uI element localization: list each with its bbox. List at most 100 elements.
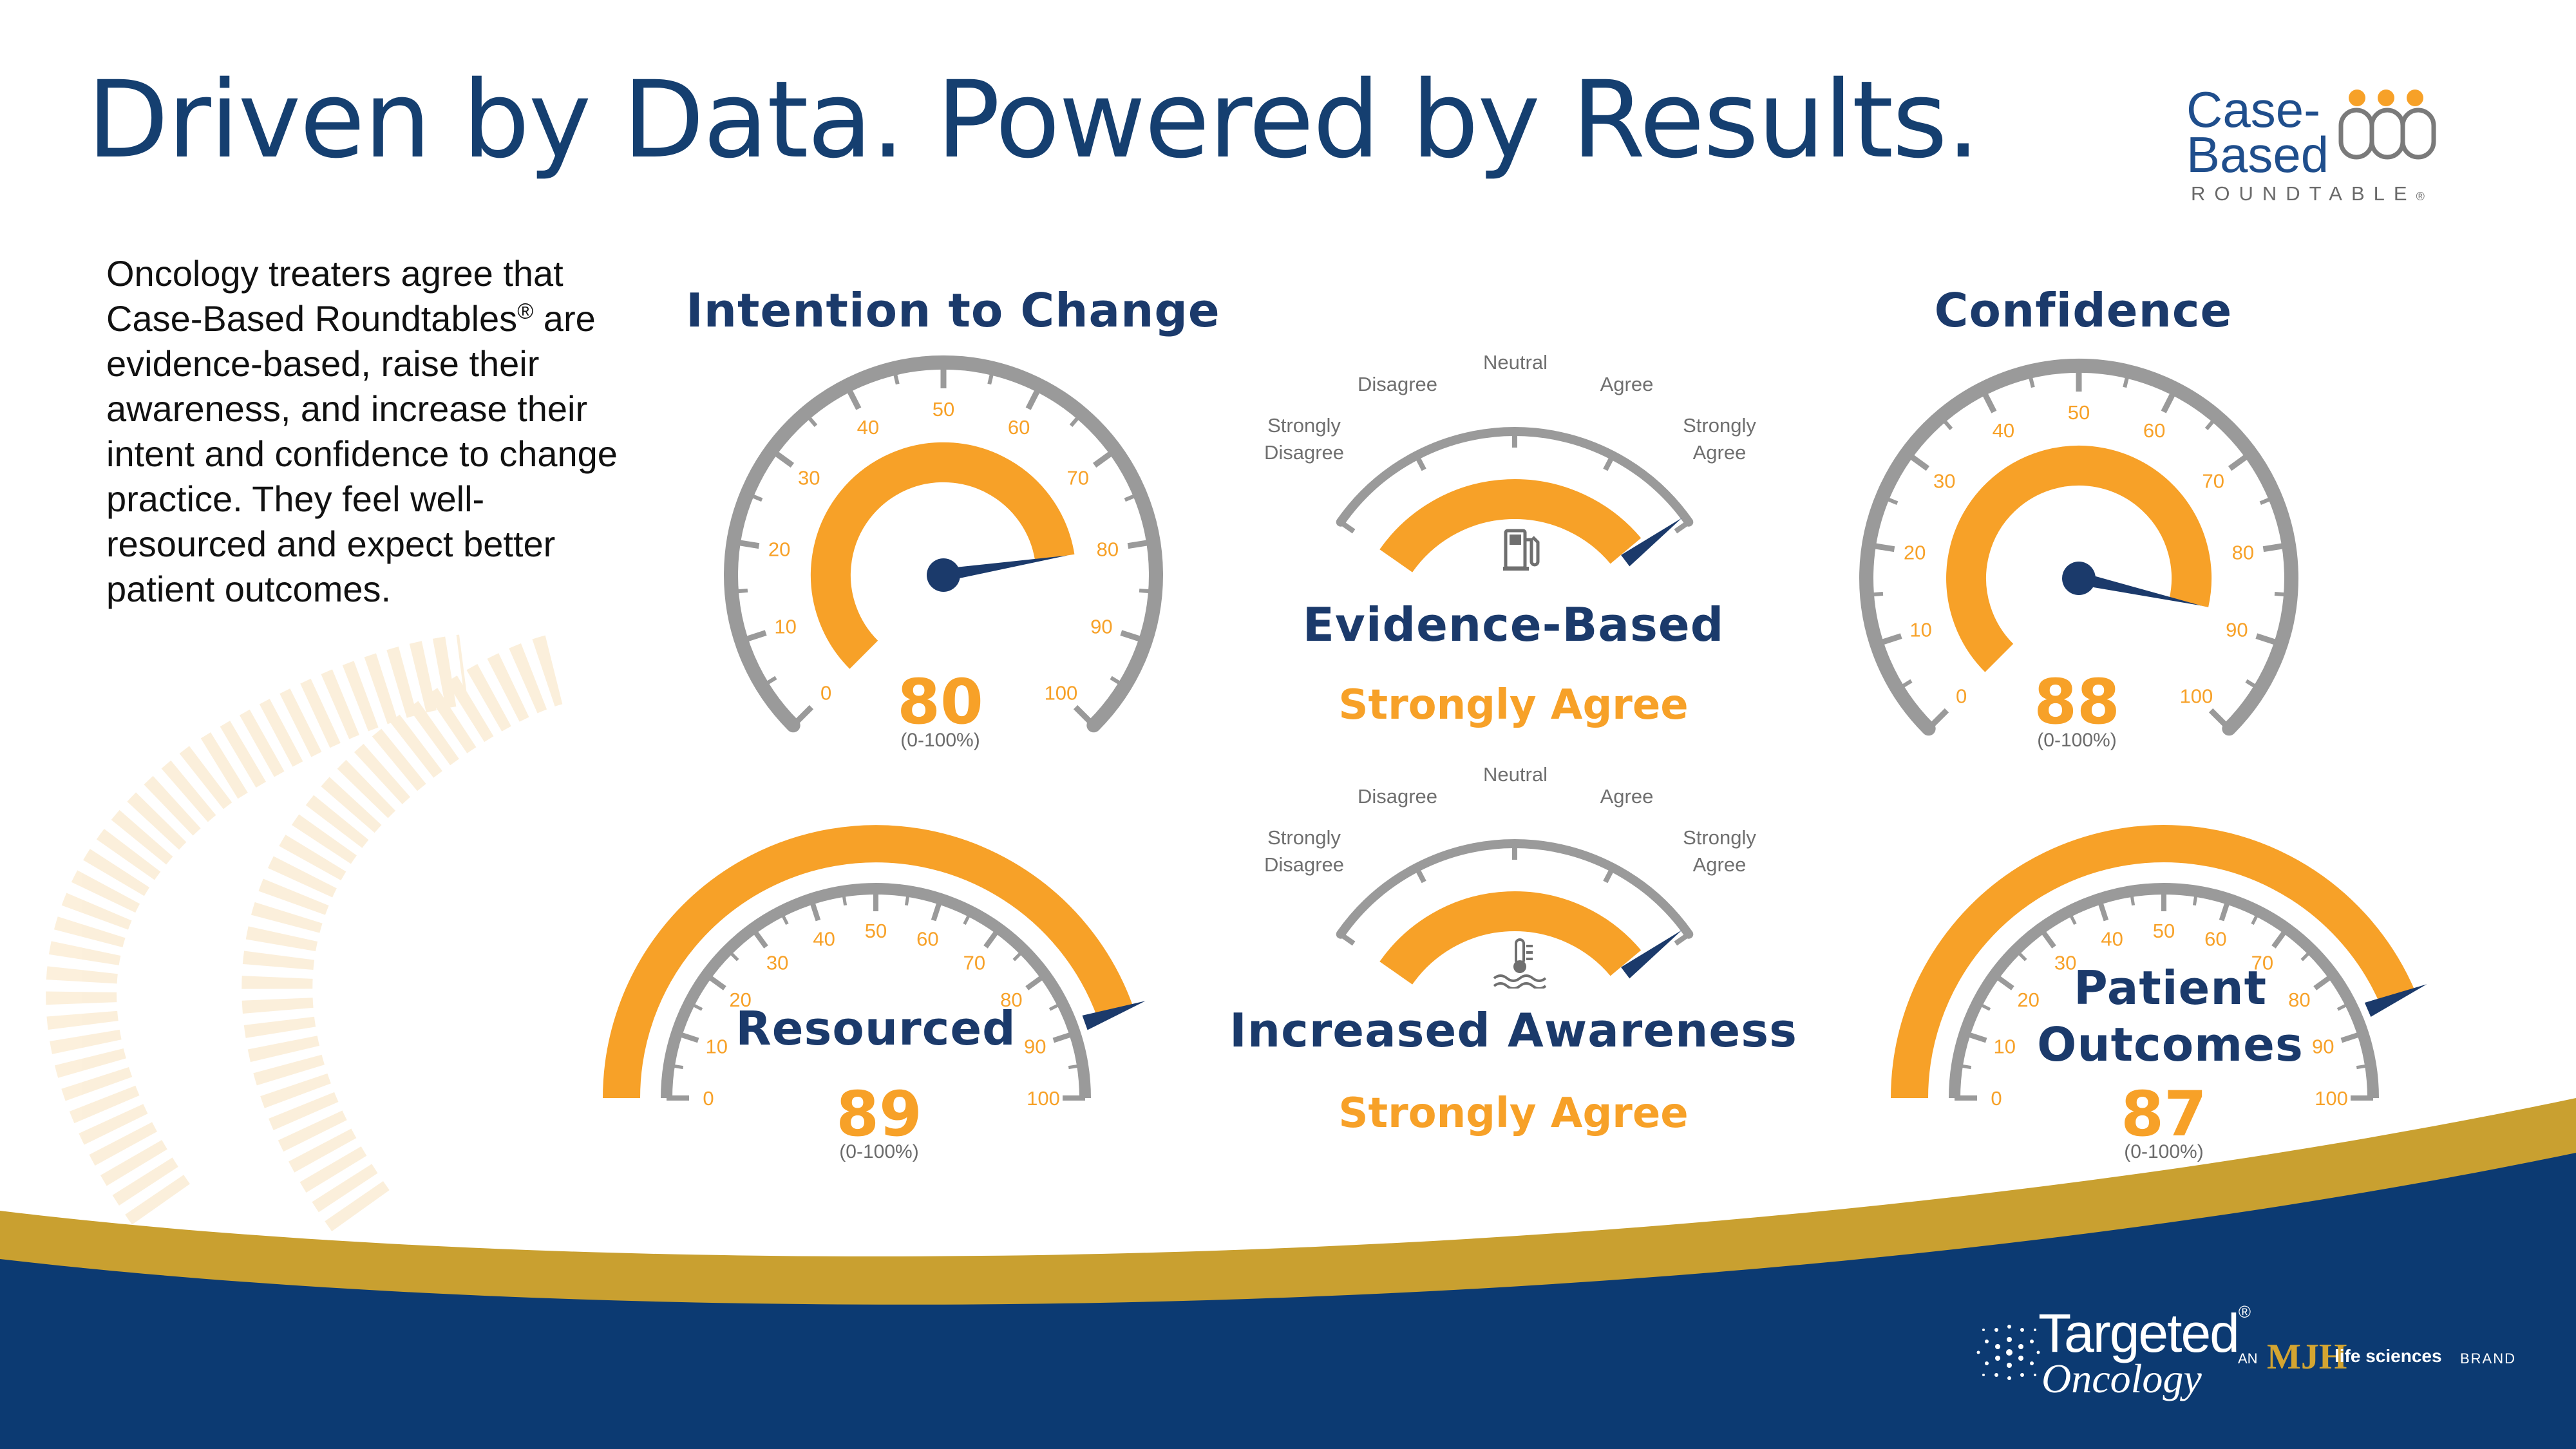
resourced-tick-label: 20 [729, 989, 751, 1011]
confidence-tick-mark [1881, 495, 1899, 506]
increased-awareness-title: Increased Awareness [1229, 1003, 1797, 1057]
intention-tick-label: 90 [1090, 616, 1112, 638]
confidence-tick-mark [2228, 451, 2253, 471]
intention-tick-mark [1025, 384, 1043, 410]
resourced-tick-mark [983, 927, 1001, 949]
evidence-based-result: Strongly Agree [1338, 681, 1689, 729]
intention-tick-label: 20 [768, 538, 790, 561]
resourced-tick-label: 100 [1027, 1087, 1060, 1110]
thermometer-icon [1493, 938, 1547, 989]
awareness-label-neutral: Neutral [1483, 763, 1548, 786]
confidence-tick-mark [2204, 415, 2219, 431]
targeted-oncology-burst-icon [1976, 1325, 2040, 1380]
outcomes-needle [2364, 984, 2427, 1017]
resourced-value: 89 [836, 1078, 922, 1150]
registered-mark: ® [517, 299, 534, 324]
resourced-tick-label: 40 [813, 928, 835, 951]
outcomes-tick-mark [2300, 949, 2313, 961]
awareness-scale-tick [1414, 866, 1426, 884]
confidence-tick-mark [1897, 679, 1913, 691]
intention-tick-mark [1124, 491, 1141, 502]
confidence-tick-mark [1866, 591, 1884, 597]
outcomes-tick-mark [2067, 911, 2077, 925]
intention-tick-label: 30 [798, 466, 820, 489]
outcomes-tick-mark [2192, 891, 2199, 906]
intention-gauge-title: Intention to Change [686, 283, 1220, 337]
intention-tick-mark [1069, 412, 1083, 428]
confidence-tick-label: 30 [1933, 469, 1955, 492]
confidence-tick-mark [2027, 371, 2035, 388]
awareness-label-strongly-disagree: Strongly Disagree [1264, 826, 1345, 876]
confidence-tick-label: 60 [2143, 419, 2165, 442]
intention-tick-mark [791, 705, 814, 728]
confidence-tick-mark [1939, 415, 1953, 431]
intention-tick-mark [987, 368, 995, 385]
confidence-value-arc [1946, 446, 2211, 672]
evidence-needle [1621, 518, 1682, 567]
intention-tick-mark [1073, 705, 1096, 728]
confidence-tick-mark [2208, 708, 2231, 731]
confidence-tick-mark [2262, 542, 2289, 553]
resourced-gauge-title: Resourced [735, 1001, 1016, 1056]
resourced-tick-mark [705, 972, 726, 990]
confidence-tick-label: 90 [2226, 619, 2248, 641]
outcomes-title-line-1: Patient [2073, 961, 2268, 1015]
awareness-label-agree: Agree [1600, 785, 1654, 808]
intention-tick-label: 70 [1066, 466, 1088, 489]
resourced-tick-mark [963, 911, 972, 925]
evidence-label-agree: Agree [1600, 373, 1654, 395]
brand-line-1: Targeted [2038, 1303, 2240, 1363]
confidence-tick-mark [1926, 708, 1949, 731]
awareness-scale-tick [1674, 932, 1690, 946]
confidence-tick-mark [2245, 679, 2261, 691]
outcomes-tick-label: 50 [2153, 920, 2175, 942]
resourced-tick-mark [841, 891, 848, 906]
brand-line-2: Oncology [2041, 1356, 2202, 1401]
evidence-scale-tick [1339, 520, 1356, 534]
resourced-tick-mark [1025, 972, 1047, 990]
confidence-tick-mark [2274, 591, 2291, 597]
resourced-needle [1082, 1001, 1146, 1030]
fuel-pump-icon [1503, 529, 1540, 571]
evidence-scale-tick [1674, 520, 1690, 534]
evidence-label-strongly-agree: Strongly Agree [1683, 414, 1756, 464]
confidence-tick-label: 20 [1904, 542, 1926, 564]
outcomes-tick-mark [2096, 898, 2109, 922]
resourced-tick-mark [668, 1063, 684, 1070]
intro-text-part-2: are evidence-based, raise their awarenes… [106, 298, 618, 609]
outcomes-tick-mark [2219, 898, 2231, 922]
resourced-tick-mark [1048, 1001, 1063, 1011]
intention-tick-mark [746, 491, 763, 502]
awareness-scale-tick [1603, 866, 1615, 884]
resourced-tick-label: 0 [703, 1087, 714, 1110]
evidence-scale-tick [1414, 454, 1426, 471]
intention-tick-label: 10 [774, 616, 796, 638]
evidence-label-neutral: Neutral [1483, 351, 1548, 374]
outcomes-range: (0-100%) [2124, 1141, 2204, 1162]
confidence-gauge-title: Confidence [1934, 283, 2233, 337]
outcomes-tick-label: 80 [2288, 989, 2310, 1011]
resourced-tick-label: 80 [1000, 989, 1022, 1011]
footer-blue-band [0, 1153, 2576, 1449]
confidence-tick-label: 50 [2068, 401, 2090, 424]
confidence-tick-mark [1905, 451, 1930, 471]
outcomes-tick-label: 30 [2054, 952, 2076, 974]
logo-line-1: Case- [2186, 81, 2321, 138]
intention-tick-label: 100 [1045, 681, 1078, 704]
logo-line-3: ROUNDTABLE [2191, 182, 2416, 205]
intention-tick-mark [731, 588, 748, 594]
outcomes-tick-mark [1993, 972, 2014, 990]
brand-brand: BRAND [2460, 1350, 2517, 1367]
resourced-tick-mark [931, 898, 943, 922]
evidence-based-title: Evidence-Based [1302, 598, 1725, 652]
resourced-tick-mark [750, 927, 768, 949]
intention-tick-label: 0 [820, 681, 831, 704]
brand-an: AN [2238, 1350, 2258, 1367]
confidence-tick-mark [2123, 371, 2130, 388]
outcomes-tick-mark [2336, 1001, 2351, 1011]
intention-tick-label: 80 [1097, 538, 1119, 561]
intention-needle-hub [927, 558, 960, 592]
confidence-tick-mark [1868, 542, 1895, 553]
resourced-tick-mark [779, 911, 789, 925]
